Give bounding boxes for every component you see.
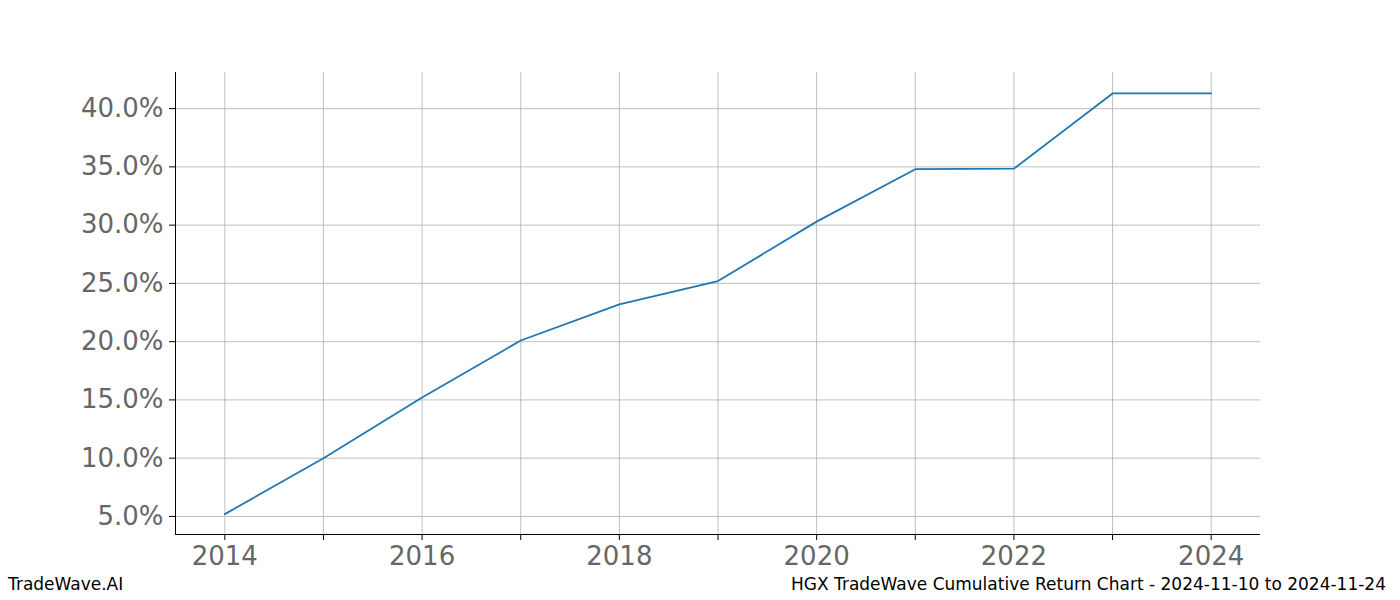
svg-text:20.0%: 20.0%: [81, 326, 164, 356]
svg-text:15.0%: 15.0%: [81, 384, 164, 414]
svg-text:40.0%: 40.0%: [81, 93, 164, 123]
svg-text:2022: 2022: [981, 541, 1047, 571]
svg-text:35.0%: 35.0%: [81, 151, 164, 181]
svg-text:2014: 2014: [192, 541, 258, 571]
svg-text:2016: 2016: [389, 541, 455, 571]
svg-text:10.0%: 10.0%: [81, 442, 164, 472]
svg-text:2018: 2018: [586, 541, 652, 571]
svg-text:5.0%: 5.0%: [97, 501, 163, 531]
svg-text:30.0%: 30.0%: [81, 209, 164, 239]
svg-text:25.0%: 25.0%: [81, 268, 164, 298]
svg-text:2020: 2020: [784, 541, 850, 571]
html-text:HGX TradeWave Cumulative Retur: HGX TradeWave Cumulative Return Chart - …: [791, 574, 1386, 594]
svg-text:2024: 2024: [1178, 541, 1244, 571]
html-text:TradeWave.AI: TradeWave.AI: [8, 574, 124, 594]
